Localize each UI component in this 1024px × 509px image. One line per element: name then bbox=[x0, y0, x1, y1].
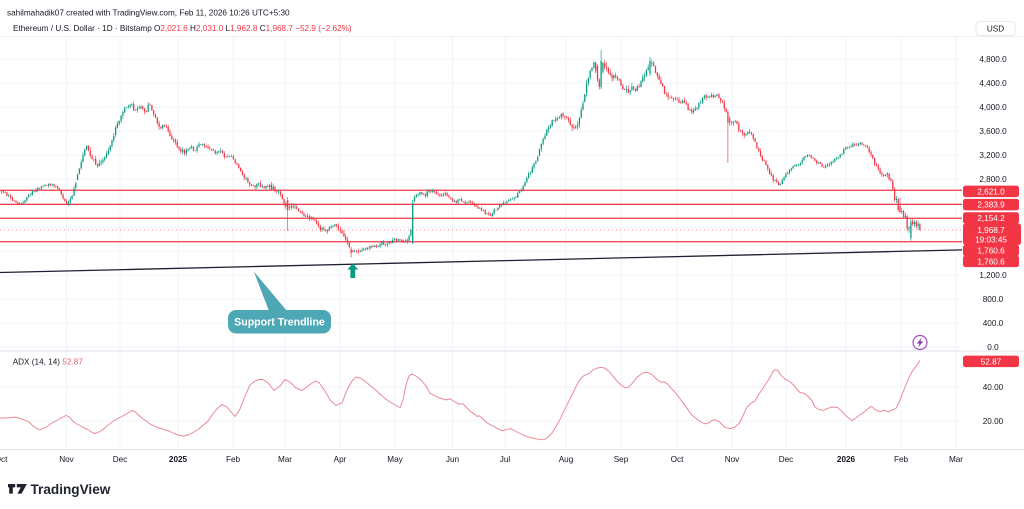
svg-text:1,760.6: 1,760.6 bbox=[977, 257, 1005, 266]
svg-text:TradingView: TradingView bbox=[31, 482, 111, 497]
svg-text:Feb: Feb bbox=[894, 455, 909, 464]
svg-text:Sep: Sep bbox=[614, 455, 629, 464]
svg-text:4,000.0: 4,000.0 bbox=[979, 103, 1007, 112]
svg-text:Apr: Apr bbox=[334, 455, 347, 464]
svg-text:52.87: 52.87 bbox=[981, 357, 1002, 366]
svg-text:20.00: 20.00 bbox=[983, 417, 1004, 426]
svg-text:Oct: Oct bbox=[671, 455, 684, 464]
svg-text:0.0: 0.0 bbox=[987, 343, 999, 352]
svg-text:May: May bbox=[387, 455, 403, 464]
svg-text:Aug: Aug bbox=[559, 455, 574, 464]
svg-text:Ethereum / U.S. Dollar · 1D ·: Ethereum / U.S. Dollar · 1D · Bitstamp O… bbox=[13, 24, 352, 33]
svg-text:Feb: Feb bbox=[226, 455, 241, 464]
svg-text:Mar: Mar bbox=[278, 455, 292, 464]
svg-text:800.0: 800.0 bbox=[983, 295, 1004, 304]
svg-text:Support Trendline: Support Trendline bbox=[234, 317, 325, 329]
svg-text:2025: 2025 bbox=[169, 455, 188, 464]
svg-text:2,383.9: 2,383.9 bbox=[977, 201, 1005, 210]
svg-text:Mar: Mar bbox=[949, 455, 963, 464]
svg-text:Nov: Nov bbox=[59, 455, 74, 464]
svg-text:1,200.0: 1,200.0 bbox=[979, 271, 1007, 280]
svg-text:40.00: 40.00 bbox=[983, 383, 1004, 392]
svg-text:Oct: Oct bbox=[0, 455, 8, 464]
svg-text:2,800.0: 2,800.0 bbox=[979, 175, 1007, 184]
svg-text:1,968.7: 1,968.7 bbox=[977, 226, 1005, 235]
svg-text:19:03:45: 19:03:45 bbox=[975, 235, 1007, 244]
svg-text:4,400.0: 4,400.0 bbox=[979, 79, 1007, 88]
svg-text:Dec: Dec bbox=[113, 455, 128, 464]
svg-text:2,621.0: 2,621.0 bbox=[977, 187, 1005, 196]
svg-text:4,800.0: 4,800.0 bbox=[979, 55, 1007, 64]
svg-text:1,760.6: 1,760.6 bbox=[977, 246, 1005, 255]
svg-text:Jun: Jun bbox=[446, 455, 460, 464]
svg-text:ADX (14, 14) 52.87: ADX (14, 14) 52.87 bbox=[13, 358, 84, 367]
svg-text:Nov: Nov bbox=[725, 455, 740, 464]
svg-text:2026: 2026 bbox=[837, 455, 856, 464]
svg-text:Jul: Jul bbox=[500, 455, 511, 464]
svg-text:2,154.2: 2,154.2 bbox=[977, 214, 1005, 223]
svg-text:Dec: Dec bbox=[779, 455, 794, 464]
svg-text:sahilmahadik07 created with Tr: sahilmahadik07 created with TradingView.… bbox=[7, 9, 290, 18]
svg-text:3,200.0: 3,200.0 bbox=[979, 151, 1007, 160]
svg-text:USD: USD bbox=[987, 25, 1004, 34]
svg-text:400.0: 400.0 bbox=[983, 319, 1004, 328]
svg-text:3,600.0: 3,600.0 bbox=[979, 127, 1007, 136]
